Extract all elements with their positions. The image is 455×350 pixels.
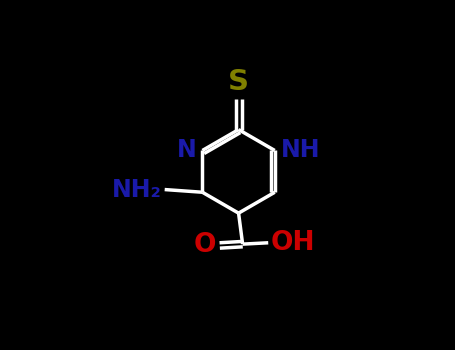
Text: OH: OH	[271, 230, 315, 256]
Text: N: N	[177, 139, 197, 162]
Text: S: S	[228, 69, 249, 97]
Text: O: O	[194, 232, 217, 258]
Text: NH₂: NH₂	[111, 177, 162, 202]
Text: NH: NH	[281, 139, 320, 162]
